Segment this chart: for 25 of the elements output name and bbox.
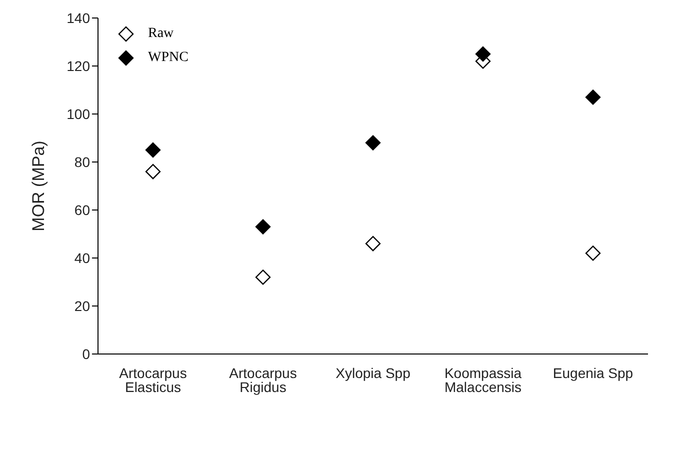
x-tick-label: Artocarpus Rigidus [229,364,297,395]
x-tick-label: Artocarpus Elasticus [119,364,187,395]
legend-label: Raw [148,26,174,42]
y-axis-title: MOR (MPa) [29,140,48,232]
x-tick-label: Eugenia Spp [552,364,634,381]
y-tick-label: 80 [74,154,90,170]
point [255,219,271,234]
point [365,135,381,150]
y-tick-label: 0 [82,346,90,362]
point [585,246,601,261]
point [365,236,381,252]
point [475,46,491,62]
x-tick-label: Koompassia Malaccensis [444,364,522,395]
y-tick-label: 40 [74,250,90,266]
point [255,270,271,285]
point [585,90,601,105]
y-tick-label: 20 [74,298,90,314]
y-tick-label: 60 [74,202,90,218]
y-tick-label: 140 [66,10,90,26]
y-tick-label: 100 [66,106,90,122]
point [145,142,161,158]
point [145,164,161,180]
x-tick-label: Xylopia Spp [336,364,411,381]
legend-label: WPNC [148,50,188,66]
y-tick-label: 120 [66,58,90,74]
